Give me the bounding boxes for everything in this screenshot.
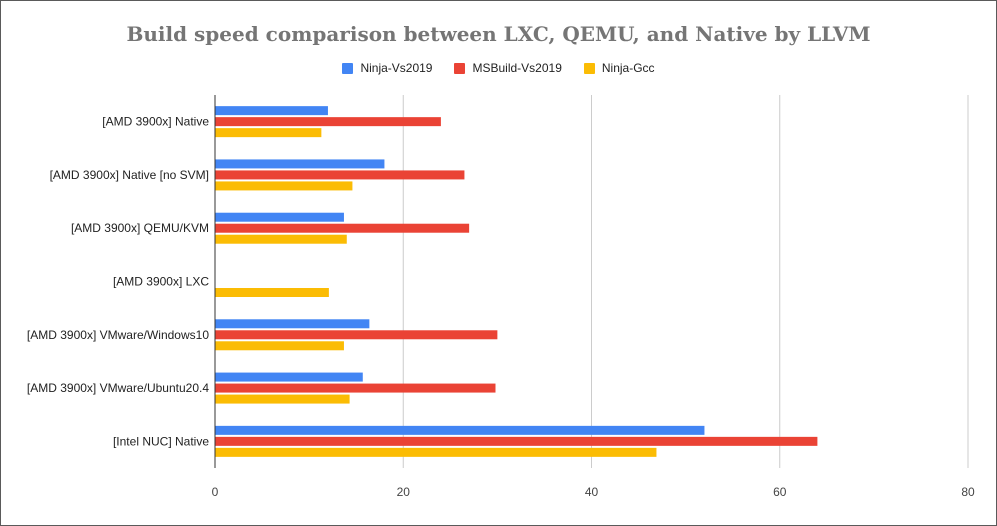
bar-ninja-vs2019-5 — [215, 372, 363, 382]
category-label-1: [AMD 3900x] Native [no SVM] — [50, 168, 209, 182]
legend-swatch-msbuild-vs2019 — [454, 62, 466, 74]
bar-ninja-vs2019-0 — [215, 106, 328, 116]
category-label-2: [AMD 3900x] QEMU/KVM — [71, 221, 209, 235]
bar-ninja-gcc-2 — [215, 234, 347, 244]
x-tick-label-0: 0 — [212, 485, 219, 499]
chart-legend: Ninja-Vs2019 MSBuild-Vs2019 Ninja-Gcc — [0, 61, 997, 75]
x-tick-label-80: 80 — [961, 485, 975, 499]
bar-ninja-vs2019-2 — [215, 212, 344, 222]
legend-swatch-ninja-gcc — [583, 62, 595, 74]
legend-item-msbuild-vs2019: MSBuild-Vs2019 — [454, 61, 562, 75]
bar-msbuild-vs2019-2 — [215, 223, 470, 233]
bar-ninja-gcc-3 — [215, 288, 329, 297]
x-tick-label-60: 60 — [773, 485, 787, 499]
category-label-6: [Intel NUC] Native — [113, 434, 209, 448]
bar-ninja-vs2019-1 — [215, 159, 385, 169]
category-label-4: [AMD 3900x] VMware/Windows10 — [27, 328, 209, 342]
chart-title: Build speed comparison between LXC, QEMU… — [126, 22, 871, 46]
legend-label-ninja-gcc: Ninja-Gcc — [601, 61, 655, 75]
x-tick-label-20: 20 — [397, 485, 411, 499]
bar-msbuild-vs2019-4 — [215, 330, 498, 340]
category-label-3: [AMD 3900x] LXC — [113, 275, 209, 289]
bar-msbuild-vs2019-5 — [215, 383, 496, 393]
category-label-5: [AMD 3900x] VMware/Ubuntu20.4 — [27, 381, 209, 395]
legend-item-ninja-gcc: Ninja-Gcc — [583, 61, 655, 75]
bar-msbuild-vs2019-0 — [215, 117, 441, 127]
legend-label-ninja-vs2019: Ninja-Vs2019 — [360, 61, 433, 75]
bar-ninja-vs2019-4 — [215, 319, 370, 329]
bar-ninja-gcc-1 — [215, 181, 353, 191]
bar-ninja-vs2019-6 — [215, 425, 705, 435]
bar-msbuild-vs2019-6 — [215, 436, 818, 446]
legend-swatch-ninja-vs2019 — [342, 62, 354, 74]
bar-ninja-gcc-0 — [215, 128, 322, 138]
bar-ninja-gcc-6 — [215, 447, 657, 457]
bar-msbuild-vs2019-1 — [215, 170, 465, 180]
bar-ninja-gcc-4 — [215, 341, 344, 351]
bar-ninja-gcc-5 — [215, 394, 350, 404]
legend-label-msbuild-vs2019: MSBuild-Vs2019 — [472, 61, 562, 75]
legend-item-ninja-vs2019: Ninja-Vs2019 — [342, 61, 432, 75]
category-label-0: [AMD 3900x] Native — [102, 115, 209, 129]
x-tick-label-40: 40 — [585, 485, 599, 499]
